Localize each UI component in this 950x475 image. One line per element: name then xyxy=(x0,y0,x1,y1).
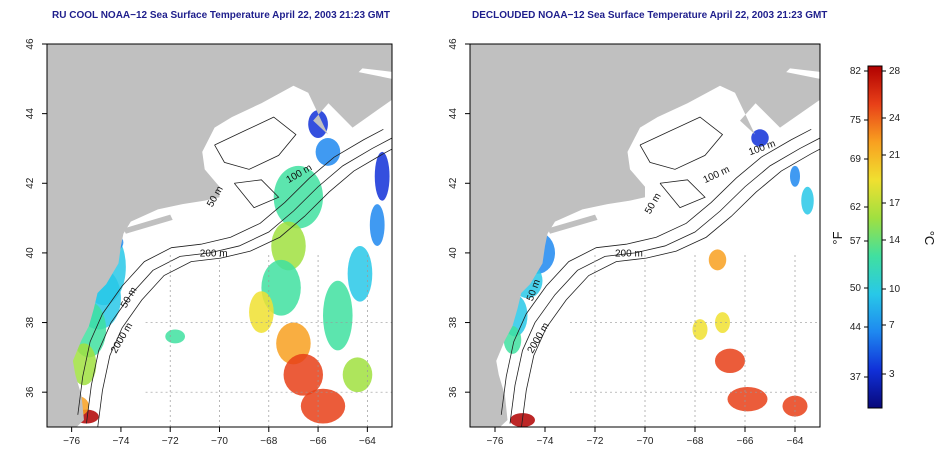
isobath-contour xyxy=(509,137,820,424)
contour-label: 200 m xyxy=(615,248,643,259)
lat-tick-label: 38 xyxy=(25,317,36,329)
celsius-unit-label: °C xyxy=(922,231,937,246)
nova-scotia xyxy=(745,71,820,128)
fahrenheit-tick-label: 82 xyxy=(850,66,862,77)
sst-patch xyxy=(165,329,185,344)
sst-patch xyxy=(715,312,730,333)
lat-tick-label: 42 xyxy=(25,177,36,189)
land-mass xyxy=(470,44,820,427)
fahrenheit-tick-label: 69 xyxy=(850,154,862,165)
lat-tick-label: 42 xyxy=(448,177,459,189)
lon-tick-label: −64 xyxy=(787,436,804,447)
fahrenheit-tick-label: 37 xyxy=(850,372,862,383)
lat-tick-label: 36 xyxy=(448,386,459,398)
celsius-tick-label: 24 xyxy=(889,113,901,124)
lon-tick-label: −70 xyxy=(211,436,228,447)
isobath-contour xyxy=(86,137,392,424)
long-island xyxy=(123,214,173,234)
lon-tick-label: −72 xyxy=(162,436,179,447)
lat-tick-label: 40 xyxy=(25,247,36,259)
bank-contour xyxy=(233,179,280,209)
sst-patch xyxy=(790,165,800,187)
sst-patch xyxy=(273,165,323,229)
lat-tick-label: 40 xyxy=(448,247,459,259)
sst-patch xyxy=(323,280,353,351)
lat-tick-label: 46 xyxy=(25,38,36,50)
sst-patch xyxy=(347,245,373,302)
colorbar-gradient xyxy=(867,65,883,409)
sst-patch xyxy=(271,221,306,271)
panel-title-left: RU COOL NOAA−12 Sea Surface Temperature … xyxy=(52,10,390,21)
celsius-tick-label: 17 xyxy=(889,198,901,209)
land-mass xyxy=(47,44,392,427)
lon-tick-label: −70 xyxy=(637,436,654,447)
lon-tick-label: −74 xyxy=(112,436,129,447)
fahrenheit-tick-label: 57 xyxy=(850,236,862,247)
sst-patch xyxy=(71,343,97,386)
sst-patch xyxy=(276,322,311,365)
lon-tick-label: −68 xyxy=(260,436,277,447)
sst-patch xyxy=(801,186,814,215)
lon-tick-label: −66 xyxy=(310,436,327,447)
isobath-contour xyxy=(97,148,392,427)
sst-patch xyxy=(315,138,341,166)
celsius-tick-label: 3 xyxy=(889,369,895,380)
lat-tick-label: 44 xyxy=(25,108,36,120)
celsius-tick-label: 21 xyxy=(889,150,901,161)
celsius-tick-label: 14 xyxy=(889,235,901,246)
lon-tick-label: −74 xyxy=(537,436,554,447)
lon-tick-label: −76 xyxy=(63,436,80,447)
lon-tick-label: −66 xyxy=(737,436,754,447)
lat-tick-label: 46 xyxy=(448,38,459,50)
fahrenheit-tick-label: 50 xyxy=(850,283,862,294)
lat-tick-label: 44 xyxy=(448,108,459,120)
isobath-contour xyxy=(521,148,820,427)
sst-patch xyxy=(283,353,323,396)
sst-patch xyxy=(374,151,390,201)
panel-title-right: DECLOUDED NOAA−12 Sea Surface Temperatur… xyxy=(472,10,828,21)
sst-patch xyxy=(715,348,745,374)
lon-tick-label: −72 xyxy=(587,436,604,447)
isobath-contour xyxy=(77,128,384,415)
celsius-tick-label: 7 xyxy=(889,320,895,331)
basin-contour xyxy=(214,116,297,170)
contour-label: 200 m xyxy=(200,248,228,259)
sst-patch xyxy=(300,388,346,424)
lon-tick-label: −64 xyxy=(359,436,376,447)
sst-patch xyxy=(751,129,769,147)
fahrenheit-tick-label: 62 xyxy=(850,202,862,213)
lat-tick-label: 36 xyxy=(25,386,36,398)
basin-contour xyxy=(639,116,724,170)
lat-tick-label: 38 xyxy=(448,317,459,329)
fahrenheit-tick-label: 75 xyxy=(850,115,862,126)
sst-patch xyxy=(692,319,708,340)
fahrenheit-unit-label: °F xyxy=(830,231,845,244)
lon-tick-label: −76 xyxy=(487,436,504,447)
long-island xyxy=(547,214,598,234)
isobath-contour xyxy=(500,128,812,415)
celsius-tick-label: 28 xyxy=(889,66,901,77)
sst-patch xyxy=(342,357,373,393)
nova-scotia xyxy=(318,71,392,128)
sst-patch xyxy=(727,386,768,412)
bank-contour xyxy=(659,179,706,209)
celsius-tick-label: 10 xyxy=(889,284,901,295)
sst-patch xyxy=(708,249,727,271)
fahrenheit-tick-label: 44 xyxy=(850,322,862,333)
lon-tick-label: −68 xyxy=(687,436,704,447)
sst-patch xyxy=(369,204,385,246)
